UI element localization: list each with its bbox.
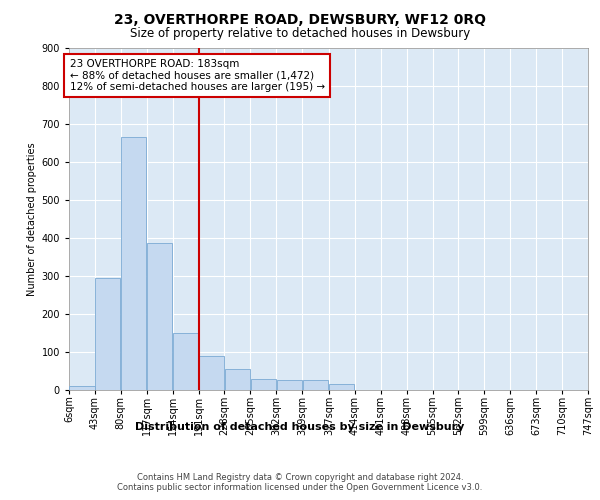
Bar (225, 369, 250, 390)
Bar (95, 278, 121, 390)
Bar (147, 244, 172, 390)
Text: 23, OVERTHORPE ROAD, DEWSBURY, WF12 0RQ: 23, OVERTHORPE ROAD, DEWSBURY, WF12 0RQ (114, 12, 486, 26)
Bar (173, 333, 198, 390)
Bar (302, 380, 328, 390)
Bar (251, 378, 276, 390)
Text: Distribution of detached houses by size in Dewsbury: Distribution of detached houses by size … (136, 422, 464, 432)
Bar (277, 380, 302, 390)
Text: 23 OVERTHORPE ROAD: 183sqm
← 88% of detached houses are smaller (1,472)
12% of s: 23 OVERTHORPE ROAD: 183sqm ← 88% of deta… (70, 59, 325, 92)
Bar (329, 384, 355, 390)
Text: Contains HM Land Registry data © Crown copyright and database right 2024.
Contai: Contains HM Land Registry data © Crown c… (118, 472, 482, 492)
Y-axis label: Number of detached properties: Number of detached properties (28, 142, 37, 296)
Bar (70, 386, 95, 390)
Bar (199, 356, 224, 390)
Bar (121, 137, 146, 390)
Text: Size of property relative to detached houses in Dewsbury: Size of property relative to detached ho… (130, 28, 470, 40)
